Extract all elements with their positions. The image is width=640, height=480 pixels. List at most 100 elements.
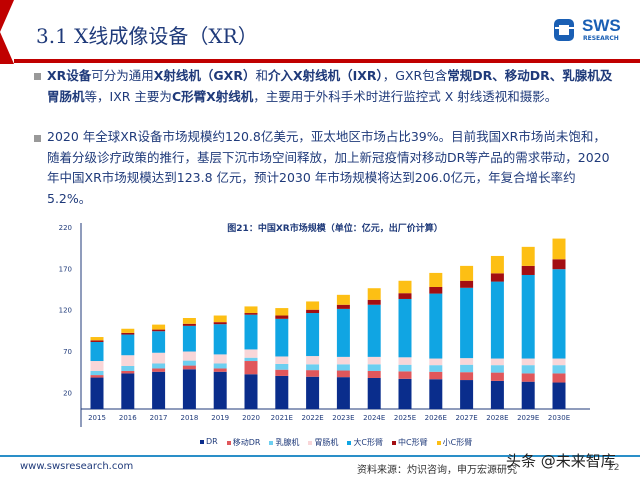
bar-segment (398, 298, 412, 358)
bar-segment (336, 356, 350, 365)
legend-swatch (200, 439, 204, 444)
legend-item: 小C形臂 (436, 437, 472, 448)
bar-segment (552, 269, 566, 359)
legend-item: DR (200, 437, 218, 448)
bar-segment (275, 318, 289, 357)
bar-segment (213, 354, 227, 364)
bar-segment (336, 304, 350, 309)
bar-segment (429, 358, 443, 366)
bar-segment (521, 265, 535, 275)
legend-label: 乳腺机 (275, 438, 300, 447)
bar-segment (460, 372, 474, 381)
bar-segment (398, 364, 412, 372)
bar-segment (90, 340, 104, 342)
bar-segment (367, 288, 381, 300)
bar-segment (429, 272, 443, 287)
bar-segment (367, 356, 381, 365)
bar-segment (367, 299, 381, 305)
text-segment: X射线机（GXR） (153, 68, 256, 83)
chart-legend: DR 移动DR 乳腺机 胃肠机 大C形臂 中C形臂 小C形臂 (200, 437, 472, 448)
bar-segment (429, 371, 443, 380)
bar-segment (275, 308, 289, 316)
bar-segment (306, 313, 320, 357)
y-tick-label: 120 (59, 307, 72, 315)
bar-segment (336, 308, 350, 357)
bar-segment (336, 370, 350, 378)
x-tick-label: 2022E (301, 414, 323, 422)
bar-segment (244, 374, 258, 409)
bar-segment (521, 358, 535, 366)
text-segment: 2020 年全球XR设备市场规模约120.8亿美元，亚太地区市场占比39%。目前… (47, 129, 610, 206)
bar-segment (275, 315, 289, 319)
bar-segment (90, 377, 104, 409)
bar-segment (244, 306, 258, 314)
bar-segment (306, 370, 320, 377)
text-segment: 介入X射线机（IXR） (267, 68, 383, 83)
bar-segment (398, 357, 412, 365)
bar-segment (460, 265, 474, 281)
bar-segment (213, 322, 227, 325)
bar-segment (306, 301, 320, 310)
legend-swatch (347, 440, 352, 445)
bar-segment (490, 372, 504, 381)
footer-source: 资料来源：灼识咨询，申万宏源研究 (357, 465, 517, 476)
bar-segment (152, 324, 166, 330)
logo-mark-icon (554, 19, 577, 41)
bar-segment (398, 293, 412, 299)
bar-segment (213, 368, 227, 372)
text-segment: C形臂X射线机 (171, 88, 254, 104)
bar-segment (121, 370, 135, 374)
bar-segment (90, 361, 104, 371)
bar-segment (429, 293, 443, 359)
legend-label: 大C形臂 (353, 438, 384, 447)
bar-segment (460, 380, 474, 409)
watermark: 头条 @未来智库 (506, 452, 616, 470)
x-tick-label: 2025E (394, 414, 416, 422)
text-segment: ，GXR包含 (382, 68, 448, 83)
x-tick-label: 2018 (180, 414, 198, 422)
bar-segment (275, 363, 289, 370)
legend-item: 移动DR (226, 437, 260, 448)
bar-segment (152, 363, 166, 369)
legend-item: 中C形臂 (392, 437, 428, 448)
bar-segment (490, 281, 504, 359)
bar-segment (152, 329, 166, 332)
bar-segment (90, 370, 104, 376)
footer-rule (0, 455, 640, 457)
bar-segment (398, 280, 412, 294)
legend-swatch (308, 440, 313, 445)
bar-segment (429, 365, 443, 372)
legend-label: 中C形臂 (398, 438, 428, 447)
footer-url[interactable]: www.swsresearch.com (20, 461, 134, 472)
bar-segment (275, 369, 289, 376)
page-title: 3.1 X线成像设备（XR） (36, 24, 258, 48)
logo-text: SWS (582, 16, 621, 35)
bar-segment (460, 287, 474, 359)
text-segment: XR设备 (47, 68, 92, 83)
bar-segment (460, 280, 474, 288)
bar-segment (90, 341, 104, 362)
bar-segment (213, 371, 227, 409)
legend-label: 胃肠机 (314, 438, 339, 447)
chart-title: 图21：中国XR市场规模（单位：亿元，出厂价计算） (227, 222, 442, 234)
text-segment: 常规DR、移动DR、乳腺机及胃肠机 (47, 68, 613, 104)
x-tick-label: 2026E (425, 414, 447, 422)
bullet-icon (34, 73, 41, 80)
x-tick-label: 2015 (88, 414, 106, 422)
bar-segment (121, 334, 135, 356)
text-segment: 和 (255, 68, 268, 83)
x-tick-label: 2029E (517, 414, 539, 422)
bar-segment (460, 358, 474, 365)
bar-segment (152, 368, 166, 372)
bar-segment (552, 259, 566, 270)
x-tick-label: 2019 (211, 414, 229, 422)
header-rule (14, 59, 640, 63)
bar-segment (521, 246, 535, 266)
bar-segment (213, 363, 227, 369)
text-segment: ，主要用于外科手术时进行监控式 X 射线透视和摄影。 (253, 88, 558, 104)
legend-swatch (269, 440, 274, 445)
bar-segment (552, 382, 566, 409)
x-tick-label: 2020 (242, 414, 260, 422)
xr-market-chart: 20 70 120 170 220 图21：中国XR市场规模（单位：亿元，出厂价计算） 20… (59, 222, 590, 427)
bar-segment (182, 360, 196, 366)
